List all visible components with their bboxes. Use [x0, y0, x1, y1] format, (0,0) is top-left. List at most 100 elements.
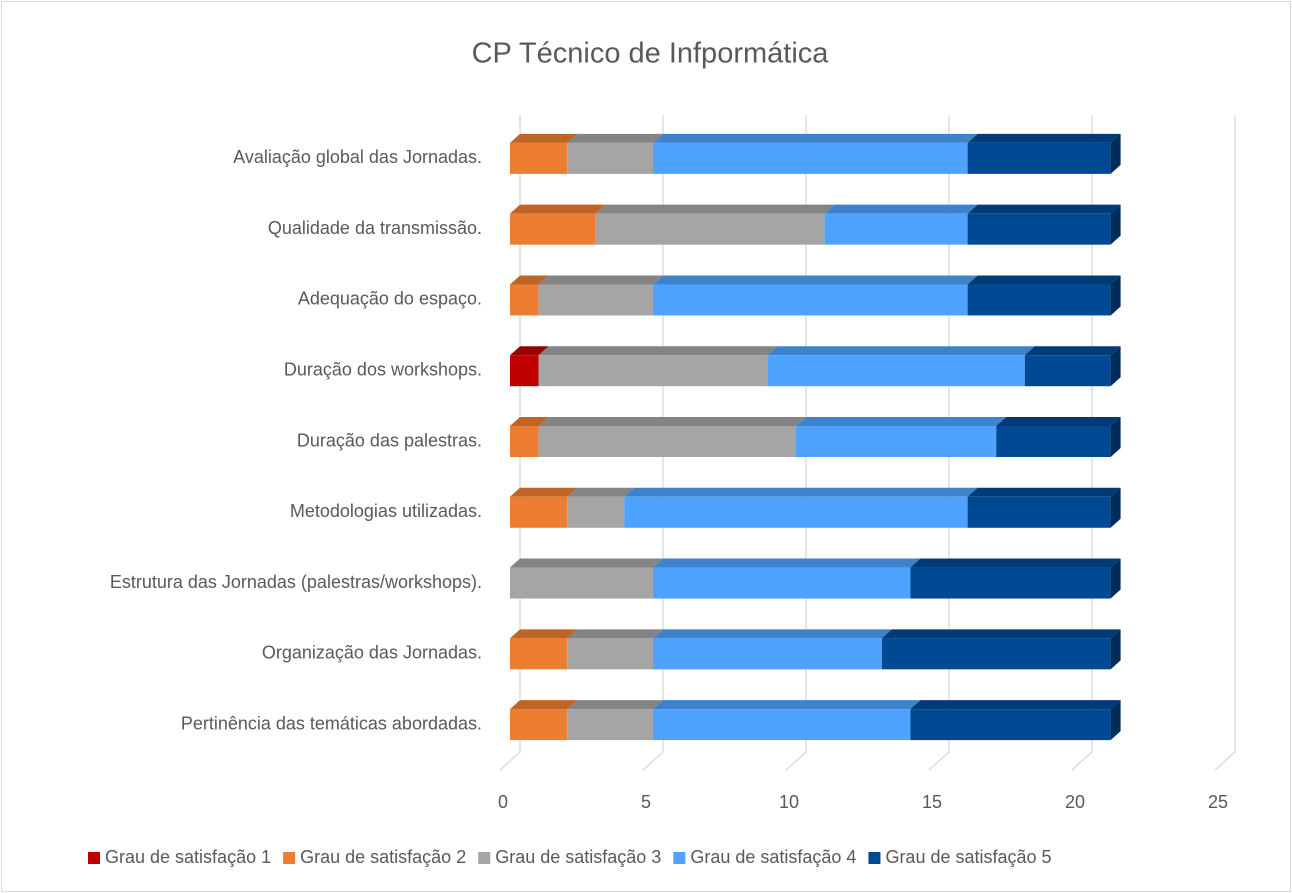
bar [824, 213, 968, 245]
bar [595, 213, 825, 245]
bar-top [767, 346, 1035, 356]
legend-label: Grau de satisfação 2 [300, 847, 466, 867]
legend-label: Grau de satisfação 5 [885, 847, 1051, 867]
bar-top [567, 487, 635, 497]
bar-side [1110, 346, 1121, 387]
legend-swatch [478, 852, 491, 864]
y-tick-label: Duração dos workshops. [284, 359, 482, 379]
x-tick-label: 15 [922, 792, 942, 812]
y-tick-label: Pertinência das temáticas abordadas. [181, 713, 482, 733]
grid-line [785, 115, 807, 771]
bar [653, 142, 968, 174]
bar-top [510, 133, 578, 143]
bar-top [967, 275, 1121, 285]
bar [653, 567, 911, 599]
legend-swatch [283, 852, 296, 864]
bar [624, 496, 968, 528]
bar-top [967, 133, 1121, 143]
bar [538, 426, 796, 457]
bar-top [653, 629, 892, 639]
grid-line [499, 115, 521, 771]
bar [510, 709, 568, 741]
bar [510, 638, 568, 670]
bar-top [510, 204, 606, 214]
bar-top [796, 417, 1007, 426]
bar-top [824, 204, 978, 214]
bar-side [1110, 275, 1121, 316]
bar-top [881, 629, 1121, 639]
bar [767, 355, 1025, 387]
bar-top [510, 417, 549, 426]
x-tick-label: 5 [641, 792, 651, 812]
bar-top [510, 558, 663, 568]
y-tick-label: Avaliação global das Jornadas. [233, 147, 482, 167]
grid-line [1214, 115, 1236, 771]
bar-top [1024, 346, 1121, 356]
bar-side [1110, 629, 1121, 670]
bar [510, 496, 568, 528]
bar [567, 142, 653, 174]
y-tick-label: Duração das palestras. [297, 430, 482, 450]
y-tick-label: Estrutura das Jornadas (palestras/worksh… [110, 572, 482, 592]
x-tick-label: 25 [1208, 792, 1228, 812]
bar [510, 213, 596, 245]
bar-top [510, 275, 549, 285]
legend-label: Grau de satisfação 4 [690, 847, 856, 867]
legend-swatch [868, 852, 881, 864]
bar-side [1110, 417, 1121, 457]
legend-swatch [88, 852, 100, 864]
legend-label: Grau de satisfação 1 [105, 847, 271, 867]
bar [653, 709, 911, 741]
grid-line [642, 115, 664, 771]
bar [967, 496, 1111, 528]
bar-side [1110, 133, 1121, 174]
bar [510, 142, 568, 174]
x-tick-label: 20 [1065, 792, 1085, 812]
bar-top [996, 417, 1121, 426]
bar-top [910, 558, 1121, 568]
bar [881, 638, 1111, 670]
bar-top [510, 629, 578, 639]
bar-top [510, 487, 578, 497]
bar [996, 426, 1111, 457]
bar-top [538, 417, 806, 426]
bar-top [910, 700, 1121, 710]
grid-line [928, 115, 950, 771]
legend-swatch [673, 852, 686, 864]
legend-label: Grau de satisfação 3 [495, 847, 661, 867]
bar [567, 496, 625, 528]
bar [967, 284, 1111, 316]
x-tick-label: 10 [779, 792, 799, 812]
bar-side [1110, 487, 1121, 528]
bar-top [538, 275, 663, 285]
bar [567, 709, 653, 741]
chart-title: CP Técnico de Infpormática [472, 38, 830, 70]
bar-side [1110, 558, 1121, 599]
bar [538, 284, 653, 316]
bar [967, 213, 1111, 245]
y-tick-label: Metodologias utilizadas. [290, 501, 482, 521]
bar [538, 355, 768, 387]
bar [510, 426, 539, 457]
bar [967, 142, 1111, 174]
y-tick-label: Adequação do espaço. [298, 289, 482, 309]
bar-top [510, 346, 549, 356]
bar-top [567, 133, 663, 143]
bar [510, 284, 539, 316]
y-tick-label: Organização das Jornadas. [262, 643, 482, 663]
bar [567, 638, 653, 670]
bar [910, 709, 1111, 741]
bar [653, 284, 968, 316]
bar-top [653, 558, 921, 568]
bar-top [653, 700, 921, 710]
bar-top [567, 700, 663, 710]
bar-top [624, 487, 978, 497]
bar [653, 638, 882, 670]
bar [510, 567, 653, 599]
x-tick-label: 0 [498, 792, 508, 812]
bar-top [538, 346, 778, 356]
bar-top [653, 133, 978, 143]
bar [796, 426, 997, 457]
bar-top [967, 487, 1121, 497]
